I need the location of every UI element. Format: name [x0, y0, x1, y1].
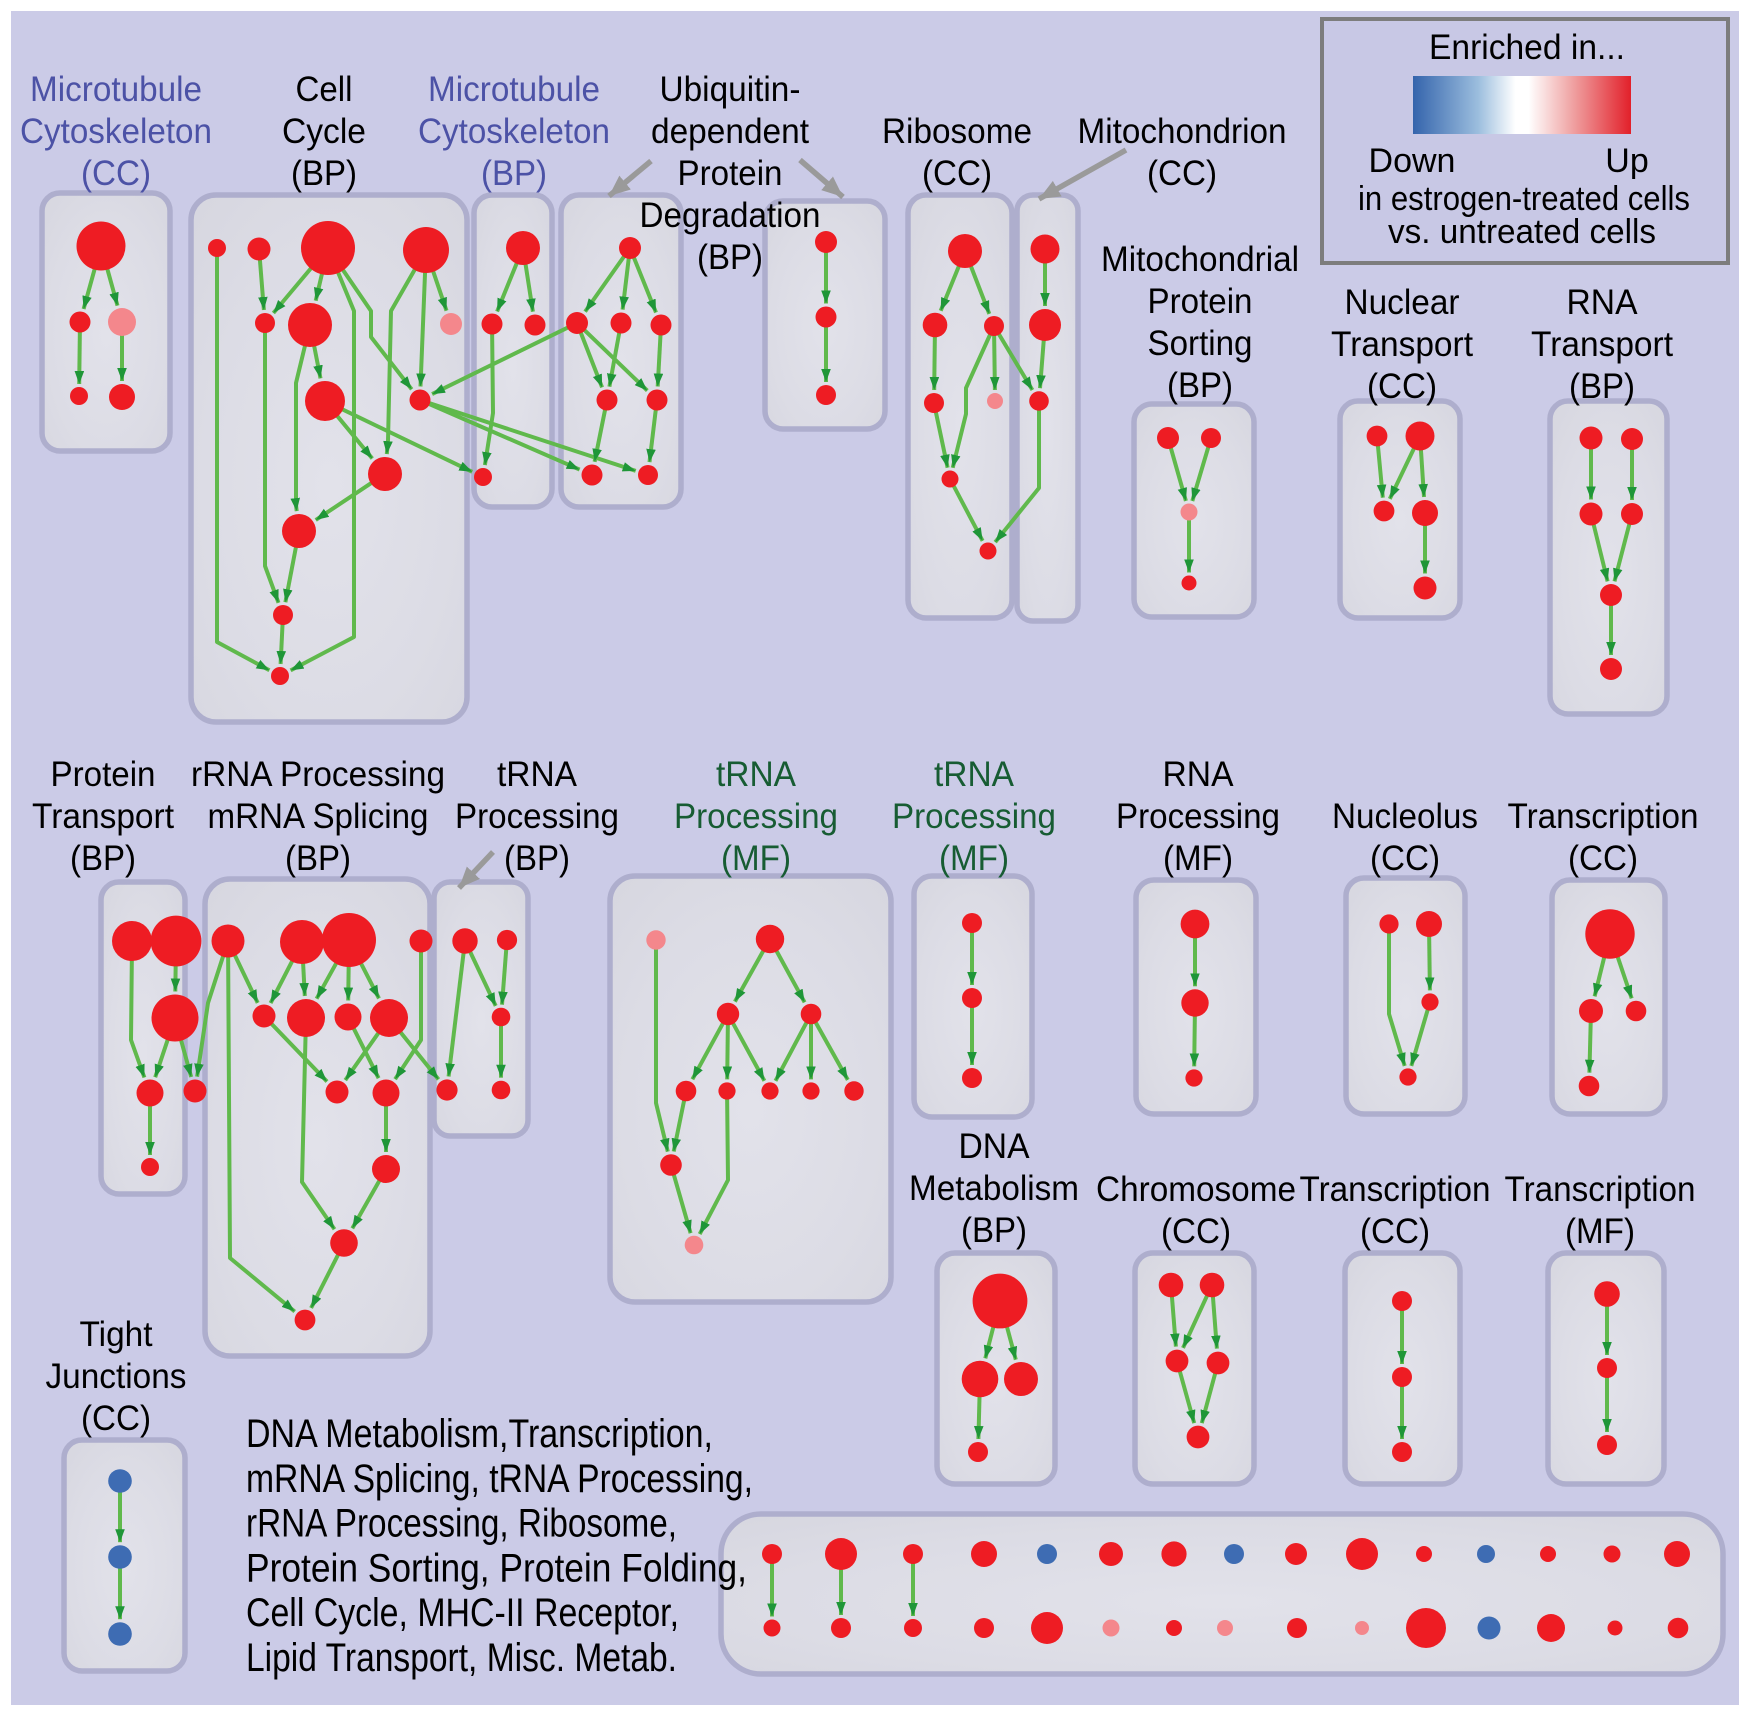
svg-text:Transcription: Transcription — [1508, 797, 1699, 836]
svg-text:Tight: Tight — [80, 1315, 153, 1354]
svg-text:(BP): (BP) — [1167, 366, 1233, 405]
svg-text:mRNA Splicing, tRNA Processing: mRNA Splicing, tRNA Processing, — [246, 1457, 753, 1501]
svg-text:Transport: Transport — [1531, 325, 1673, 364]
svg-text:Up: Up — [1605, 142, 1648, 180]
svg-text:Processing: Processing — [892, 797, 1056, 836]
svg-text:Microtubule: Microtubule — [428, 70, 600, 109]
svg-text:Transcription: Transcription — [1505, 1170, 1696, 1209]
svg-text:(CC): (CC) — [1367, 367, 1437, 406]
svg-text:(BP): (BP) — [481, 154, 547, 193]
svg-text:Mitochondrial: Mitochondrial — [1101, 240, 1299, 279]
svg-text:Mitochondrion: Mitochondrion — [1078, 112, 1287, 151]
svg-text:Processing: Processing — [455, 797, 619, 836]
svg-text:Transport: Transport — [1331, 325, 1473, 364]
svg-text:mRNA Splicing: mRNA Splicing — [208, 797, 429, 836]
svg-text:(BP): (BP) — [70, 839, 136, 878]
svg-text:vs. untreated cells: vs. untreated cells — [1388, 213, 1656, 251]
svg-text:(BP): (BP) — [1569, 367, 1635, 406]
svg-text:(CC): (CC) — [1370, 839, 1440, 878]
svg-text:Protein: Protein — [1148, 282, 1253, 321]
svg-text:Processing: Processing — [1116, 797, 1280, 836]
svg-text:Chromosome: Chromosome — [1096, 1170, 1296, 1209]
svg-text:in estrogen-treated cells: in estrogen-treated cells — [1358, 180, 1690, 218]
svg-text:Degradation: Degradation — [640, 196, 821, 235]
svg-text:tRNA: tRNA — [497, 755, 578, 794]
svg-text:dependent: dependent — [651, 112, 809, 151]
svg-text:Transcription: Transcription — [1300, 1170, 1491, 1209]
svg-text:(CC): (CC) — [1568, 839, 1638, 878]
svg-text:Transport: Transport — [32, 797, 174, 836]
svg-text:Metabolism: Metabolism — [909, 1169, 1079, 1208]
svg-text:RNA: RNA — [1567, 283, 1639, 322]
svg-text:Sorting: Sorting — [1148, 324, 1253, 363]
svg-text:Down: Down — [1369, 142, 1456, 180]
svg-text:Junctions: Junctions — [46, 1357, 187, 1396]
svg-text:(MF): (MF) — [1163, 839, 1233, 878]
svg-text:DNA: DNA — [959, 1127, 1031, 1166]
svg-text:rRNA Processing, Ribosome,: rRNA Processing, Ribosome, — [246, 1502, 677, 1546]
svg-text:RNA: RNA — [1163, 755, 1235, 794]
svg-text:(BP): (BP) — [697, 238, 763, 277]
svg-text:rRNA Processing: rRNA Processing — [191, 755, 445, 794]
svg-text:(BP): (BP) — [285, 839, 351, 878]
svg-text:(MF): (MF) — [939, 839, 1009, 878]
svg-text:(BP): (BP) — [504, 839, 570, 878]
svg-text:Protein: Protein — [678, 154, 783, 193]
svg-text:Cycle: Cycle — [282, 112, 366, 151]
svg-text:(CC): (CC) — [1147, 154, 1217, 193]
svg-text:(CC): (CC) — [81, 1399, 151, 1438]
svg-text:(CC): (CC) — [1360, 1212, 1430, 1251]
svg-text:Cell: Cell — [296, 70, 353, 109]
svg-text:(CC): (CC) — [922, 154, 992, 193]
svg-text:(MF): (MF) — [1565, 1212, 1635, 1251]
svg-text:(BP): (BP) — [961, 1211, 1027, 1250]
svg-text:(BP): (BP) — [291, 154, 357, 193]
svg-text:Cytoskeleton: Cytoskeleton — [418, 112, 610, 151]
svg-text:tRNA: tRNA — [934, 755, 1015, 794]
svg-text:Lipid Transport, Misc. Metab.: Lipid Transport, Misc. Metab. — [246, 1636, 677, 1680]
svg-text:Processing: Processing — [674, 797, 838, 836]
svg-text:tRNA: tRNA — [716, 755, 797, 794]
svg-text:Microtubule: Microtubule — [30, 70, 202, 109]
svg-text:(MF): (MF) — [721, 839, 791, 878]
svg-text:Protein Sorting, Protein Foldi: Protein Sorting, Protein Folding, — [246, 1546, 747, 1590]
svg-text:Protein: Protein — [51, 755, 156, 794]
svg-text:(CC): (CC) — [81, 154, 151, 193]
svg-text:Ubiquitin-: Ubiquitin- — [660, 70, 801, 109]
svg-text:Cytoskeleton: Cytoskeleton — [20, 112, 212, 151]
svg-text:Nuclear: Nuclear — [1345, 283, 1460, 322]
svg-text:Cell Cycle, MHC-II Receptor,: Cell Cycle, MHC-II Receptor, — [246, 1591, 679, 1635]
svg-text:(CC): (CC) — [1161, 1212, 1231, 1251]
svg-text:Nucleolus: Nucleolus — [1332, 797, 1478, 836]
svg-text:Ribosome: Ribosome — [882, 112, 1032, 151]
svg-text:DNA Metabolism,Transcription,: DNA Metabolism,Transcription, — [246, 1412, 713, 1456]
svg-text:Enriched in...: Enriched in... — [1429, 28, 1625, 67]
